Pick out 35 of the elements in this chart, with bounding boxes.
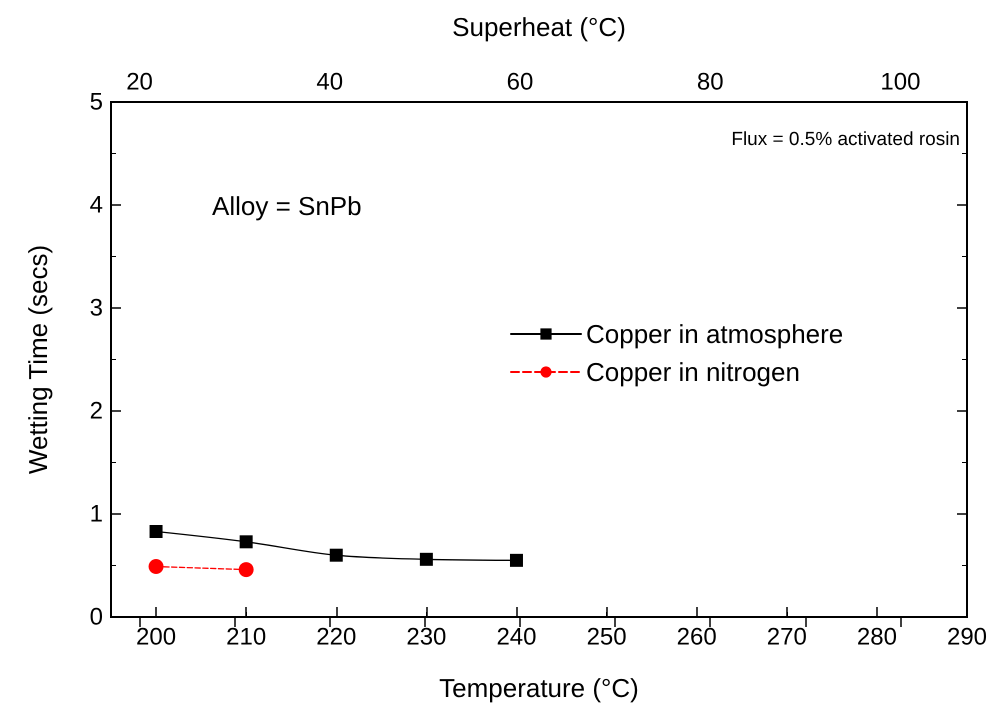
point bbox=[240, 535, 253, 548]
y-tick-label: 0 bbox=[90, 604, 103, 630]
y-tick-label: 2 bbox=[90, 398, 103, 424]
y-tick-label: 1 bbox=[90, 500, 103, 528]
point bbox=[148, 559, 164, 574]
point bbox=[510, 554, 523, 567]
legend-label: Copper in nitrogen bbox=[586, 357, 800, 387]
point bbox=[420, 552, 433, 566]
x-tick-label: 200 bbox=[136, 624, 176, 650]
point bbox=[150, 525, 163, 538]
x-tick-label: 230 bbox=[406, 624, 446, 650]
x-tick-label: 240 bbox=[496, 624, 536, 650]
point bbox=[330, 548, 343, 562]
x-tick-label: 260 bbox=[676, 624, 717, 650]
y-tick-label: 3 bbox=[90, 294, 103, 322]
legend-label: Copper in atmosphere bbox=[586, 319, 844, 349]
x2-axis-title: Superheat (°C) bbox=[452, 12, 626, 42]
x-tick-label: 290 bbox=[946, 624, 988, 650]
x2-tick-label: 60 bbox=[506, 68, 534, 96]
x-tick-label: 250 bbox=[586, 624, 627, 650]
y-tick-label: 5 bbox=[90, 88, 103, 116]
x-axis-title: Temperature (°C) bbox=[439, 673, 639, 703]
x2-tick-label: 80 bbox=[696, 68, 724, 96]
annotation: Flux = 0.5% activated rosin bbox=[731, 129, 960, 150]
x2-tick-label: 20 bbox=[126, 68, 153, 96]
point bbox=[238, 562, 254, 578]
x-tick-label: 220 bbox=[316, 624, 356, 650]
x-tick-label: 270 bbox=[766, 624, 807, 650]
y-axis-title: Wetting Time (secs) bbox=[23, 244, 53, 474]
x-tick-label: 210 bbox=[226, 624, 266, 650]
annotation: Alloy = SnPb bbox=[212, 191, 362, 221]
y-tick-label: 4 bbox=[90, 192, 103, 218]
x2-tick-label: 100 bbox=[880, 68, 920, 96]
x-tick-label: 280 bbox=[856, 624, 897, 650]
x2-tick-label: 40 bbox=[316, 68, 344, 96]
